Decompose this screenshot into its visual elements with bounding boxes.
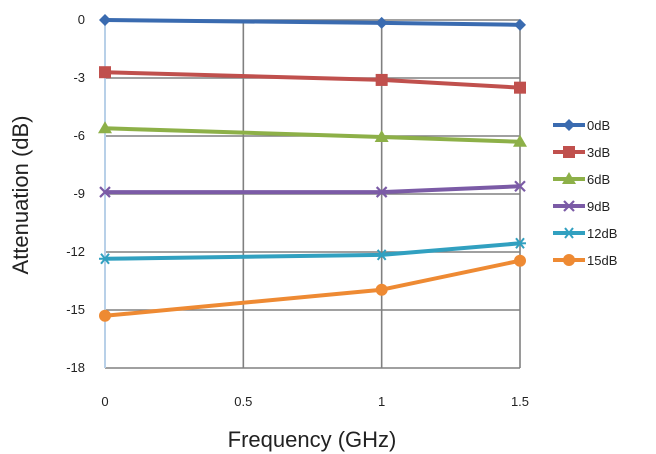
data-point: [514, 237, 526, 249]
data-point: [514, 254, 526, 267]
x-tick-label: 1.5: [511, 394, 529, 409]
x-tick-label: 0.5: [234, 394, 252, 409]
x-tick-labels: 0 0.5 1 1.5: [101, 394, 529, 409]
legend-item: 3dB: [553, 145, 610, 160]
y-axis-title: Attenuation (dB): [8, 116, 33, 275]
y-tick-label: -12: [66, 244, 85, 259]
legend: 0dB 3dB 6dB 9dB 12dB 15dB: [553, 118, 617, 268]
data-point: [99, 66, 111, 79]
data-point: [98, 121, 112, 134]
legend-item: 15dB: [553, 253, 617, 268]
legend-item: 12dB: [553, 226, 617, 241]
data-point: [375, 186, 388, 198]
legend-marker: [562, 172, 576, 184]
series-15dB: [99, 254, 526, 322]
legend-marker: [563, 119, 575, 131]
series: [98, 14, 527, 322]
series-12dB: [99, 237, 526, 265]
y-tick-label: -15: [66, 302, 85, 317]
data-point: [514, 81, 526, 94]
series-line: [104, 241, 521, 261]
legend-item: 9dB: [553, 199, 610, 214]
data-point: [99, 253, 111, 265]
series-9dB: [99, 180, 526, 198]
legend-marker: [563, 227, 575, 239]
legend-item: 6dB: [553, 172, 610, 187]
legend-marker: [563, 254, 575, 266]
y-tick-label: -18: [66, 360, 85, 375]
series-line: [104, 126, 521, 144]
legend-label: 12dB: [587, 226, 617, 241]
series-line: [104, 258, 521, 318]
data-point: [375, 73, 388, 86]
series-3dB: [99, 66, 526, 94]
y-tick-label: -9: [73, 186, 85, 201]
x-tick-label: 0: [101, 394, 108, 409]
legend-label: 15dB: [587, 253, 617, 268]
legend-label: 9dB: [587, 199, 610, 214]
data-point: [514, 180, 526, 193]
data-point: [513, 134, 527, 147]
data-point: [375, 16, 388, 29]
legend-label: 3dB: [587, 145, 610, 160]
series-line: [105, 184, 521, 195]
data-point: [514, 18, 526, 31]
legend-label: 6dB: [587, 172, 610, 187]
legend-marker: [563, 146, 575, 158]
data-point: [374, 129, 389, 142]
y-tick-labels: 0 -3 -6 -9 -12 -15 -18: [66, 12, 85, 375]
legend-item: 0dB: [553, 118, 610, 133]
y-tick-label: 0: [78, 12, 85, 27]
y-tick-label: -3: [73, 70, 85, 85]
y-tick-label: -6: [73, 128, 85, 143]
series-6dB: [98, 121, 527, 147]
data-point: [375, 249, 388, 261]
data-point: [99, 186, 111, 198]
legend-label: 0dB: [587, 118, 610, 133]
series-0dB: [99, 14, 526, 31]
x-axis-title: Frequency (GHz): [228, 427, 397, 452]
data-point: [99, 309, 111, 322]
data-point: [375, 283, 388, 296]
legend-marker: [563, 200, 575, 212]
series-line: [104, 70, 521, 90]
x-tick-label: 1: [378, 394, 385, 409]
data-point: [99, 14, 111, 26]
